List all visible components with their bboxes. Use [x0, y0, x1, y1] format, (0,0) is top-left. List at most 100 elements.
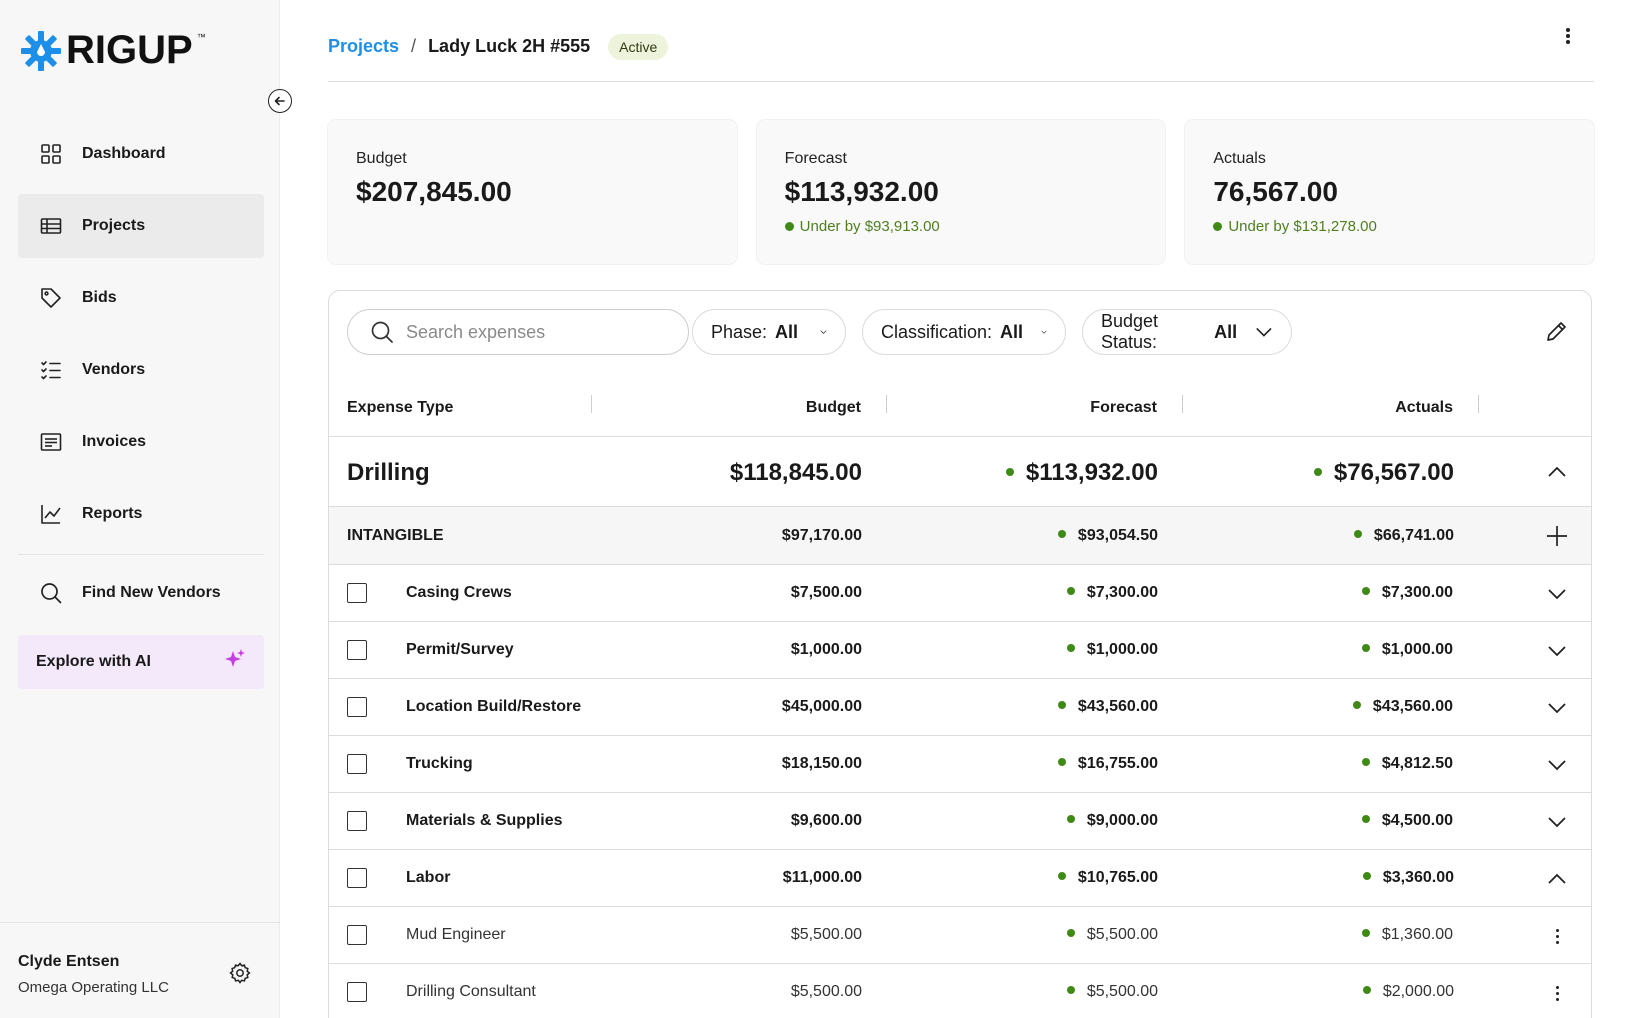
- table-subgroup-row[interactable]: INTANGIBLE $97,170.00 $93,054.50 $66,741…: [329, 507, 1591, 565]
- budget-status-filter-dropdown[interactable]: Budget Status: All: [1082, 309, 1292, 355]
- expense-name: Casing Crews: [406, 584, 512, 601]
- expense-name: Labor: [406, 869, 451, 886]
- row-checkbox[interactable]: [347, 982, 367, 1002]
- row-checkbox[interactable]: [347, 640, 367, 660]
- table-row[interactable]: Drilling Consultant $5,500.00 $5,500.00 …: [329, 964, 1591, 1018]
- column-header-actuals[interactable]: Actuals: [1395, 399, 1453, 416]
- expense-budget: $1,000.00: [790, 641, 862, 658]
- expense-actuals-cell: $7,300.00: [1309, 584, 1453, 602]
- checklist-icon: [38, 357, 64, 383]
- column-header-expense-type[interactable]: Expense Type: [347, 399, 454, 416]
- subgroup-forecast: $93,054.50: [1077, 527, 1158, 544]
- search-input[interactable]: Search expenses: [347, 309, 689, 355]
- column-header-forecast[interactable]: Forecast: [1090, 399, 1157, 416]
- settings-gear-icon[interactable]: [228, 961, 252, 990]
- expense-forecast: $5,500.00: [1086, 926, 1158, 943]
- table-row[interactable]: Mud Engineer $5,500.00 $5,500.00 $1,360.…: [329, 907, 1591, 964]
- table-row[interactable]: Permit/Survey $1,000.00 $1,000.00 $1,000…: [329, 622, 1591, 679]
- row-checkbox[interactable]: [347, 583, 367, 603]
- chevron-down-icon[interactable]: [1545, 753, 1569, 777]
- expense-budget: $5,500.00: [790, 983, 862, 1000]
- chevron-up-icon[interactable]: [1545, 867, 1569, 891]
- row-checkbox[interactable]: [347, 697, 367, 717]
- group-forecast: $113,932.00: [1025, 459, 1158, 486]
- chevron-down-icon[interactable]: [1545, 696, 1569, 720]
- chevron-down-icon[interactable]: [1545, 639, 1569, 663]
- subgroup-name: INTANGIBLE: [347, 527, 444, 544]
- breadcrumb-projects-link[interactable]: Projects: [328, 36, 400, 56]
- expense-actuals-cell: $1,360.00: [1309, 926, 1453, 944]
- row-menu-button[interactable]: [1545, 981, 1569, 1005]
- plus-icon[interactable]: [1545, 524, 1569, 548]
- more-options-button[interactable]: [1566, 28, 1570, 44]
- table-row[interactable]: Trucking $18,150.00 $16,755.00 $4,812.50: [329, 736, 1591, 793]
- sidebar-item-label: Projects: [82, 217, 146, 234]
- expense-forecast: $16,755.00: [1077, 755, 1158, 772]
- explore-ai-button[interactable]: Explore with AI: [18, 635, 264, 689]
- column-header-budget[interactable]: Budget: [805, 399, 861, 416]
- chevron-up-icon[interactable]: [1545, 460, 1569, 484]
- expense-forecast-cell: $9,000.00: [1009, 812, 1158, 830]
- table-row[interactable]: Materials & Supplies $9,600.00 $9,000.00…: [329, 793, 1591, 850]
- card-label: Actuals: [1213, 150, 1266, 167]
- sidebar-item-invoices[interactable]: Invoices: [18, 410, 264, 474]
- sidebar-item-label: Find New Vendors: [82, 584, 221, 601]
- filter-label: Budget Status:: [1101, 311, 1159, 352]
- filter-label: Phase:: [711, 321, 768, 342]
- expense-budget: $9,600.00: [790, 812, 862, 829]
- expense-actuals-cell: $3,360.00: [1309, 869, 1454, 887]
- budget-card: Budget $207,845.00: [328, 120, 737, 264]
- sidebar-item-projects[interactable]: Projects: [18, 194, 264, 258]
- expense-forecast-cell: $5,500.00: [1009, 926, 1158, 944]
- table-row[interactable]: Location Build/Restore $45,000.00 $43,56…: [329, 679, 1591, 736]
- rigup-logo[interactable]: RIGUP ™: [20, 28, 206, 73]
- subgroup-forecast-cell: $93,054.50: [1009, 527, 1158, 545]
- chart-icon: [38, 501, 64, 527]
- classification-filter-dropdown[interactable]: Classification: All: [862, 309, 1066, 355]
- sidebar-item-bids[interactable]: Bids: [18, 266, 264, 330]
- row-checkbox[interactable]: [347, 754, 367, 774]
- status-dot: [1066, 586, 1075, 595]
- collapse-sidebar-button[interactable]: [268, 89, 292, 113]
- chevron-down-icon[interactable]: [1545, 810, 1569, 834]
- status-dot: [1361, 643, 1370, 652]
- sidebar: RIGUP ™ Dashboard Projects: [0, 0, 292, 1018]
- status-dot: [1361, 814, 1370, 823]
- sidebar-item-reports[interactable]: Reports: [18, 482, 264, 546]
- expense-forecast: $10,765.00: [1077, 869, 1158, 886]
- column-resize-handle[interactable]: [1182, 395, 1183, 413]
- expense-actuals: $3,360.00: [1382, 869, 1454, 886]
- table-row[interactable]: Labor $11,000.00 $10,765.00 $3,360.00: [329, 850, 1591, 907]
- table-group-row[interactable]: Drilling $118,845.00 $113,932.00 $76,567…: [329, 437, 1591, 507]
- sidebar-item-dashboard[interactable]: Dashboard: [18, 122, 264, 186]
- group-budget: $118,845.00: [729, 459, 862, 486]
- row-checkbox[interactable]: [347, 811, 367, 831]
- column-resize-handle[interactable]: [1478, 395, 1479, 413]
- filter-value: All: [775, 321, 799, 342]
- expense-actuals-cell: $4,812.50: [1309, 755, 1453, 773]
- status-dot: [1066, 814, 1075, 823]
- row-checkbox[interactable]: [347, 925, 367, 945]
- sidebar-item-find-vendors[interactable]: Find New Vendors: [18, 561, 264, 625]
- expense-actuals-cell: $4,500.00: [1309, 812, 1453, 830]
- expense-name: Mud Engineer: [406, 926, 506, 943]
- sidebar-item-vendors[interactable]: Vendors: [18, 338, 264, 402]
- delta-text: Under by $93,913.00: [799, 218, 940, 235]
- explore-ai-label: Explore with AI: [36, 653, 151, 670]
- card-value: 76,567.00: [1213, 176, 1338, 207]
- chevron-down-icon[interactable]: [1545, 582, 1569, 606]
- row-checkbox[interactable]: [347, 868, 367, 888]
- expense-name: Permit/Survey: [406, 641, 514, 658]
- card-value: $113,932.00: [784, 176, 939, 207]
- table-row[interactable]: Casing Crews $7,500.00 $7,300.00 $7,300.…: [329, 565, 1591, 622]
- column-resize-handle[interactable]: [886, 395, 887, 413]
- expense-forecast-cell: $5,500.00: [1009, 983, 1158, 1001]
- status-dot: [1362, 871, 1371, 880]
- card-label: Forecast: [784, 150, 847, 167]
- pencil-icon[interactable]: [1545, 319, 1569, 348]
- column-resize-handle[interactable]: [591, 395, 592, 413]
- phase-filter-dropdown[interactable]: Phase: All: [692, 309, 846, 355]
- row-menu-button[interactable]: [1545, 924, 1569, 948]
- actuals-card: Actuals 76,567.00 Under by $131,278.00: [1185, 120, 1595, 264]
- expense-budget: $7,500.00: [790, 584, 862, 601]
